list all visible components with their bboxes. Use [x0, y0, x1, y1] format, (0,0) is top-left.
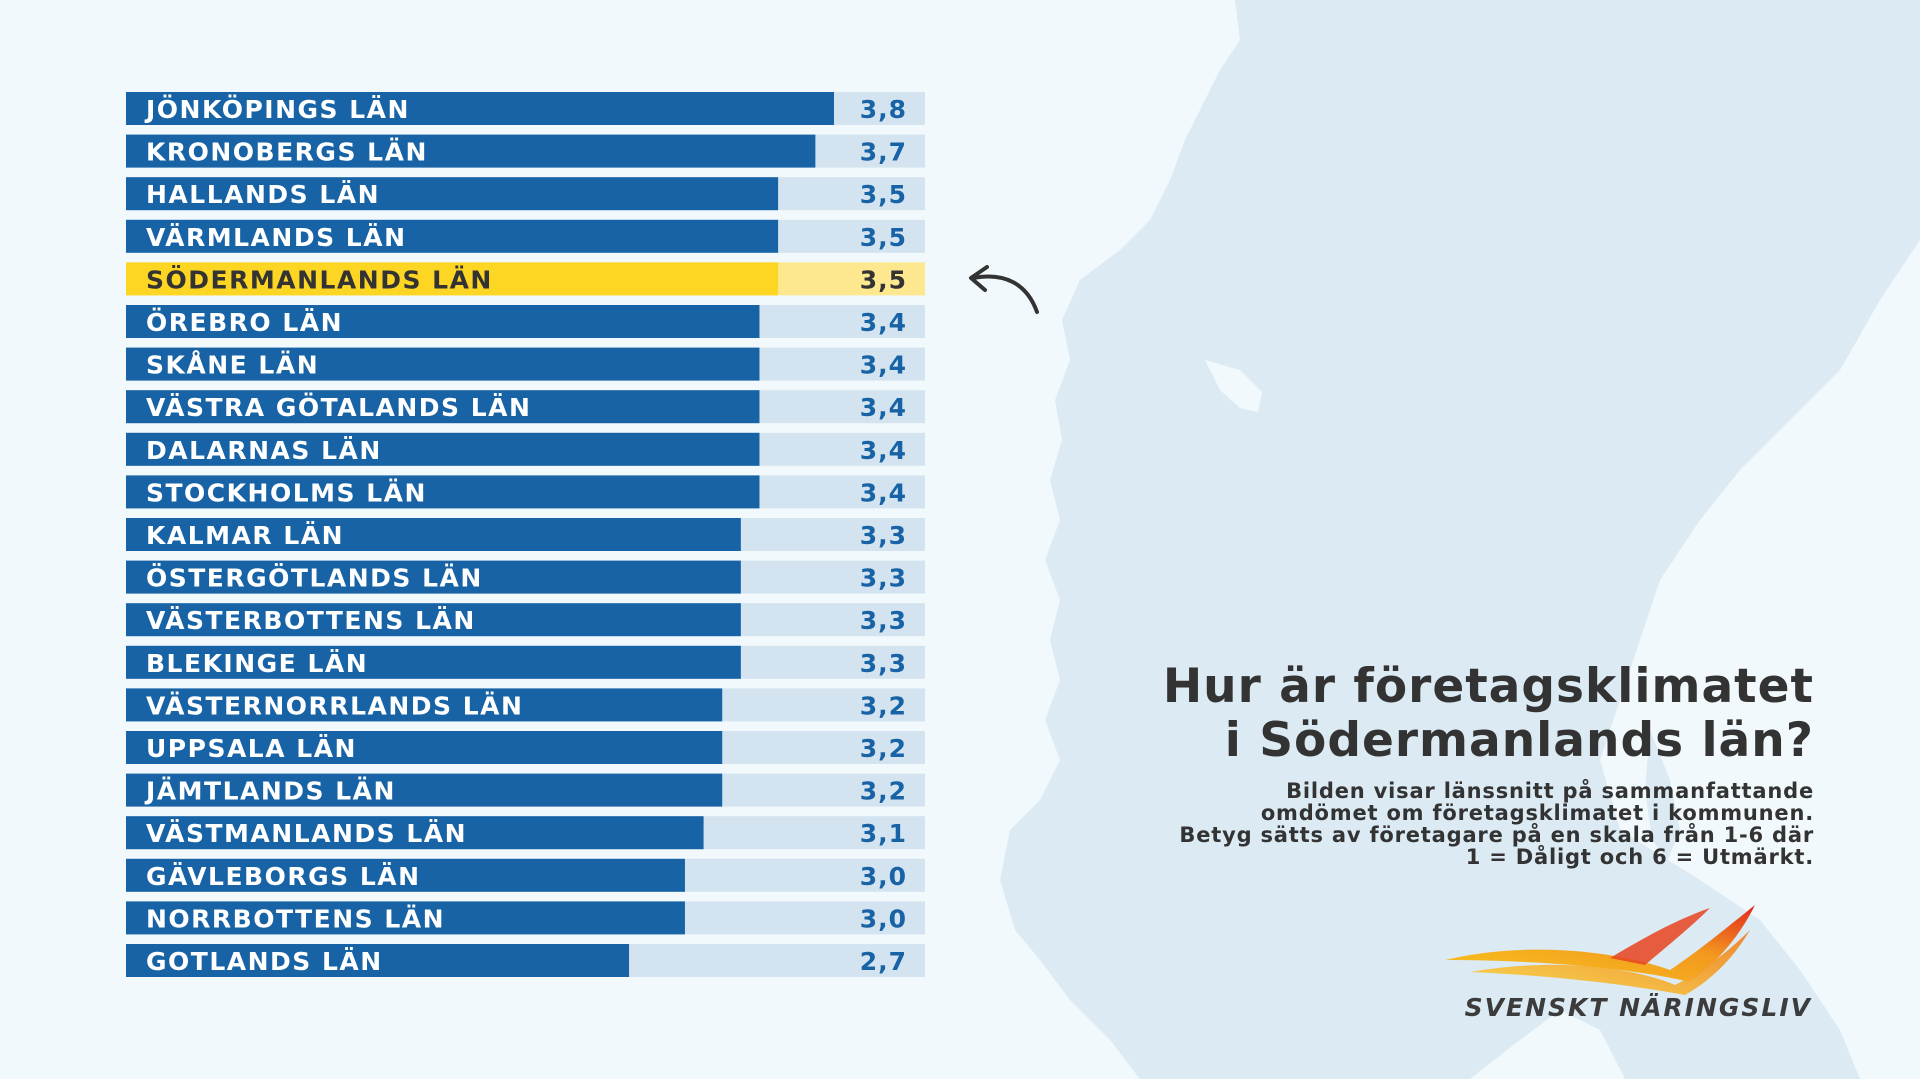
bar [126, 347, 760, 381]
bar [126, 92, 834, 125]
bar-category-label: ÖREBRO LÄN [146, 307, 343, 337]
title-line-2: i Södermanlands län? [1224, 713, 1814, 768]
bar-value-label: 3,1 [860, 819, 907, 848]
bar [126, 731, 723, 764]
bar-category-label: KALMAR LÄN [146, 520, 344, 550]
bar-category-label: VÄSTRA GÖTALANDS LÄN [146, 392, 531, 422]
bar-value-label: 3,8 [860, 95, 907, 124]
description-text: Bilden visar länssnitt på sammanfattande… [1179, 779, 1814, 869]
bar-category-label: VÄSTERBOTTENS LÄN [146, 605, 476, 635]
bar-category-label: JÄMTLANDS LÄN [144, 776, 396, 806]
bar [126, 177, 779, 211]
bar-category-label: UPPSALA LÄN [146, 733, 357, 763]
bar-value-label: 3,4 [860, 308, 907, 337]
title-line-1: Hur är företagsklimatet [1162, 659, 1814, 714]
bar-value-label: 3,5 [860, 223, 907, 252]
bar-value-label: 3,0 [860, 862, 907, 891]
bar-category-label: DALARNAS LÄN [146, 435, 382, 465]
bar-value-label: 3,2 [860, 734, 907, 763]
bar [126, 432, 760, 466]
bar-value-label: 3,0 [860, 904, 907, 933]
bar-category-label: JÖNKÖPINGS LÄN [144, 94, 410, 124]
bar [126, 816, 704, 850]
bar-category-label: VÄSTERNORRLANDS LÄN [146, 690, 523, 720]
bar-value-label: 3,2 [860, 777, 907, 806]
bar-category-label: BLEKINGE LÄN [146, 648, 368, 678]
bar-category-label: GÄVLEBORGS LÄN [146, 861, 421, 891]
bar-value-label: 3,3 [860, 564, 907, 593]
bar [126, 944, 630, 977]
bar-value-label: 3,2 [860, 691, 907, 720]
bar-category-label: KRONOBERGS LÄN [146, 137, 428, 167]
bar-category-label: STOCKHOLMS LÄN [146, 477, 427, 507]
bar-value-label: 3,3 [860, 521, 907, 550]
bar [126, 773, 723, 807]
bar-value-label: 3,3 [860, 649, 907, 678]
bar [126, 858, 685, 892]
flame-wings-icon [1445, 905, 1755, 995]
map-lake [1205, 360, 1262, 412]
bar-value-label: 3,4 [860, 478, 907, 507]
curved-arrow-icon [969, 265, 1039, 314]
bar-value-label: 3,3 [860, 606, 907, 635]
bar [126, 603, 741, 637]
bar [126, 560, 741, 594]
bar-value-label: 3,4 [860, 393, 907, 422]
bar [126, 219, 779, 253]
bar [126, 475, 760, 509]
map-bay [1600, 240, 1920, 1079]
bar [126, 901, 685, 935]
bar [126, 305, 760, 338]
bar-value-label: 3,5 [860, 265, 907, 294]
bar [126, 645, 741, 679]
bar-value-label: 3,7 [860, 138, 907, 167]
bar [126, 134, 816, 168]
bar-category-label: VÄRMLANDS LÄN [146, 222, 407, 252]
bar-value-label: 2,7 [860, 947, 907, 976]
bar-category-label: ÖSTERGÖTLANDS LÄN [146, 563, 483, 593]
bar [126, 688, 723, 722]
bar-category-label: SÖDERMANLANDS LÄN [146, 264, 493, 294]
bar-category-label: NORRBOTTENS LÄN [146, 903, 445, 933]
bar-category-label: GOTLANDS LÄN [146, 946, 383, 976]
map-island [1645, 730, 1680, 860]
bar-value-label: 3,4 [860, 351, 907, 380]
bar-category-label: VÄSTMANLANDS LÄN [146, 818, 467, 848]
bar-category-label: HALLANDS LÄN [146, 179, 380, 209]
bar [126, 518, 741, 551]
bar [126, 390, 760, 424]
bar [126, 262, 779, 296]
brand-logo-text: SVENSKT NÄRINGSLIV [1464, 993, 1812, 1022]
page-title: Hur är företagsklimatet i Södermanlands … [1163, 660, 1814, 768]
bar-value-label: 3,5 [860, 180, 907, 209]
bar-value-label: 3,4 [860, 436, 907, 465]
bar-category-label: SKÅNE LÄN [146, 350, 319, 380]
